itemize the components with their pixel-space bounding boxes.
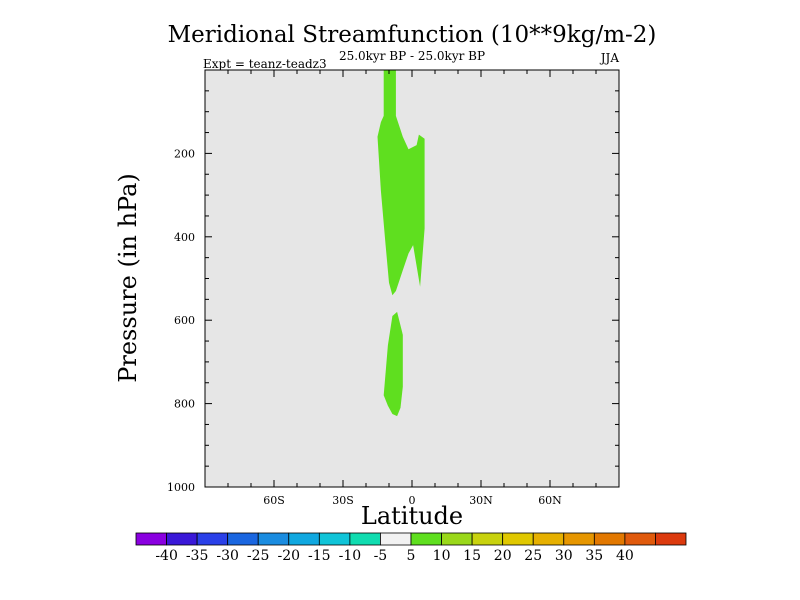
y-axis-label: Pressure (in hPa) [114,173,142,383]
colorbar-swatch [135,532,167,546]
x-tick-label: 0 [409,494,416,507]
colorbar-label: 35 [585,548,603,564]
colorbar-swatch [471,532,504,546]
colorbar-label: 5 [407,548,416,564]
colorbar-label: 25 [524,548,542,564]
colorbar-swatch [502,532,534,546]
colorbar-label: -20 [278,548,301,564]
x-tick-label: 30S [332,494,354,507]
colorbar-swatch [563,532,595,546]
colorbar-label: 40 [616,548,634,564]
y-tick-label: 200 [174,147,195,160]
chart-subtitle-center: 25.0kyr BP - 25.0kyr BP [339,49,485,63]
colorbar-swatch [655,532,687,546]
axis-tick-labels: 60S 30S 0 30N 60N 200 400 600 800 1000 [167,147,562,507]
x-tick-label: 60S [263,494,285,507]
chart-subtitle-left: Expt = teanz-teadz3 [203,57,327,71]
colorbar-label: 30 [555,548,573,564]
colorbar-swatch [349,532,381,546]
colorbar-swatch [380,532,412,546]
y-tick-label: 600 [174,314,195,327]
colorbar-swatch [227,532,259,546]
colorbar-label: -10 [339,548,362,564]
contour-region-1 [377,70,425,296]
colorbar-swatch [441,532,473,546]
colorbar-label: -25 [247,548,270,564]
colorbar-label: -30 [216,548,239,564]
axis-ticks [205,70,619,487]
colorbar [135,532,687,546]
colorbar-label: -5 [374,548,388,564]
colorbar-swatch [410,532,442,546]
x-axis-label: Latitude [361,502,463,530]
contour-regions [377,70,425,417]
chart-title: Meridional Streamfunction (10**9kg/m-2) [168,22,657,48]
y-tick-label: 1000 [167,481,195,494]
colorbar-swatch [532,532,565,546]
colorbar-swatch [318,532,351,546]
colorbar-label: 15 [463,548,481,564]
colorbar-swatch [257,532,290,546]
y-tick-label: 800 [174,398,195,411]
colorbar-label: -40 [155,548,178,564]
colorbar-swatch [593,532,626,546]
x-tick-label: 60N [538,494,562,507]
colorbar-label: -15 [308,548,331,564]
y-tick-label: 400 [174,231,195,244]
plot-area [205,70,619,487]
x-tick-label: 30N [469,494,493,507]
colorbar-swatch [166,532,198,546]
chart-subtitle-right: JJA [599,51,620,65]
colorbar-label: 10 [433,548,451,564]
colorbar-labels: -40 -35 -30 -25 -20 -15 -10 -5 5 10 15 20 25 30 35 40 [155,548,633,564]
colorbar-label: -35 [186,548,209,564]
colorbar-label: 20 [494,548,512,564]
colorbar-swatch [624,532,656,546]
colorbar-swatch [288,532,320,546]
contour-region-2 [383,311,403,417]
colorbar-swatch [196,532,229,546]
